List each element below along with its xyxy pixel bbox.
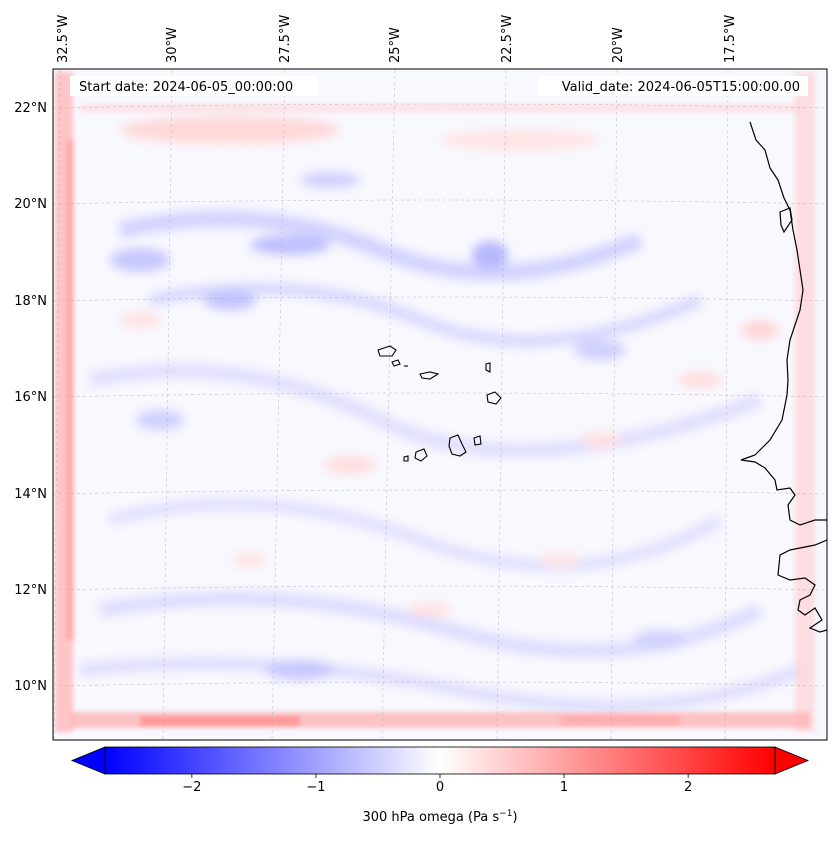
- lat-label: 14°N: [14, 487, 47, 502]
- lat-label: 10°N: [14, 679, 47, 694]
- graticule: [53, 69, 827, 740]
- island-maio: [473, 435, 482, 446]
- lon-label: 20°W: [611, 27, 626, 63]
- latitude-labels: 22°N 20°N 18°N 16°N 14°N 12°N 10°N: [14, 101, 47, 694]
- island-santo-antao: [377, 345, 397, 357]
- lat-label: 12°N: [14, 583, 47, 598]
- omega-field: [53, 69, 827, 740]
- island-brava: [403, 455, 409, 462]
- island-boa-vista: [486, 391, 502, 405]
- colorbar-tick-label: −1: [306, 780, 325, 795]
- island-sal: [485, 362, 491, 373]
- coastline: [740, 121, 827, 633]
- valid-date-label: Valid_date: 2024-06-05T15:00:00.00: [562, 80, 800, 95]
- island-santiago: [448, 434, 467, 457]
- start-date-label: Start date: 2024-06-05_00:00:00: [79, 80, 293, 95]
- lat-label: 16°N: [14, 390, 47, 405]
- lon-label: 32.5°W: [56, 15, 71, 63]
- colorbar-label: 300 hPa omega (Pa s−1): [362, 809, 517, 825]
- valid-date-box: [538, 76, 808, 96]
- lon-label: 27.5°W: [278, 15, 293, 63]
- lat-label: 18°N: [14, 294, 47, 309]
- colorbar-max-arrow: [774, 746, 810, 775]
- island-fogo: [414, 448, 428, 462]
- boundary-bands: [55, 72, 815, 732]
- colorbar-ticks: −2 −1 0 1 2: [182, 774, 692, 795]
- colorbar-tick-label: 0: [436, 780, 444, 795]
- lon-label: 22.5°W: [500, 15, 515, 63]
- lat-label: 22°N: [14, 101, 47, 116]
- colorbar-tick-label: 2: [684, 780, 692, 795]
- colorbar: −2 −1 0 1 2 300 hPa omega (Pa s−1): [70, 746, 810, 825]
- colorbar-tick-label: 1: [560, 780, 568, 795]
- colorbar-label-unit-exponent: −1: [499, 809, 512, 819]
- colorbar-gradient: [105, 747, 775, 774]
- omega-blobs: [79, 116, 803, 712]
- lon-label: 17.5°W: [723, 15, 738, 63]
- start-date-box: [70, 76, 318, 96]
- colorbar-tick-label: −2: [182, 780, 201, 795]
- field-background: [53, 69, 827, 740]
- guinea-coast: [777, 539, 827, 633]
- coast-inlet: [779, 207, 793, 234]
- colorbar-min-arrow: [70, 746, 106, 775]
- island-sao-nicolau: [419, 371, 440, 380]
- longitude-labels: 32.5°W 30°W 27.5°W 25°W 22.5°W 20°W 17.5…: [56, 15, 738, 63]
- lon-label: 25°W: [388, 27, 403, 63]
- map-frame: [52, 68, 828, 741]
- lon-label: 30°W: [165, 27, 180, 63]
- cabo-verde-islands: [377, 345, 502, 462]
- island-sao-vicente: [391, 359, 401, 367]
- africa-coast: [740, 121, 827, 526]
- colorbar-label-close: ): [512, 810, 517, 825]
- colorbar-label-main: 300 hPa omega (Pa s: [362, 810, 499, 825]
- lat-label: 20°N: [14, 197, 47, 212]
